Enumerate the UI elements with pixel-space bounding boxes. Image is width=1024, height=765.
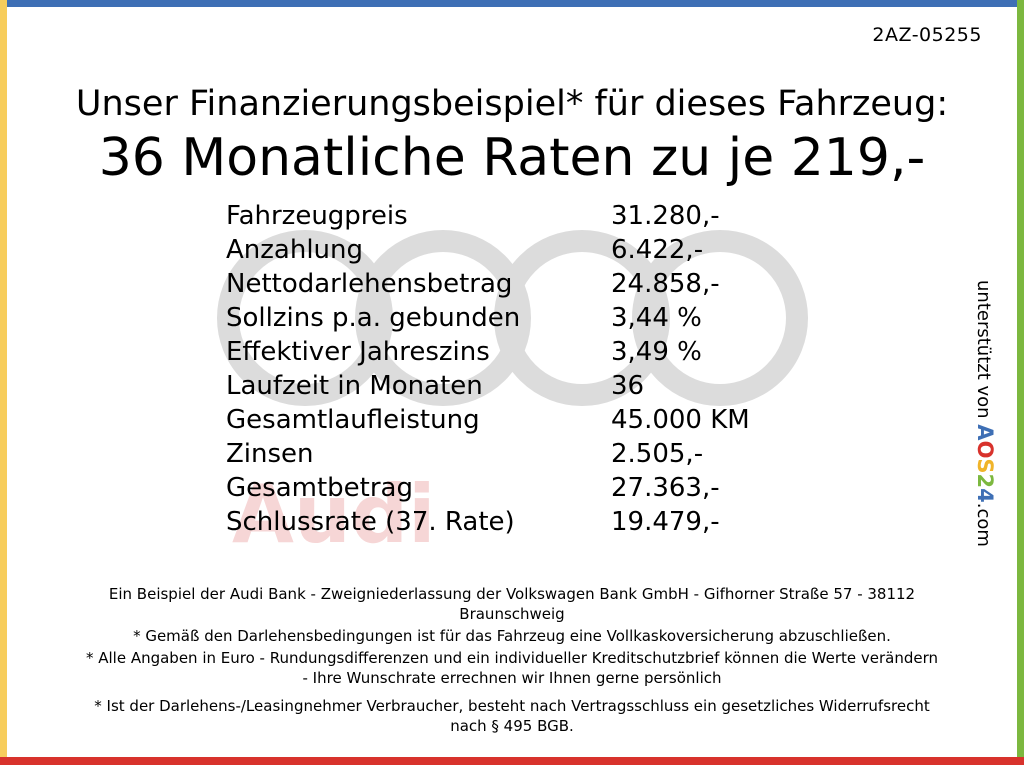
footer: Ein Beispiel der Audi Bank - Zweignieder… <box>82 584 942 738</box>
watermark-text: Audi <box>232 468 436 561</box>
sponsor: unterstützt von AOS24.com <box>973 280 997 547</box>
table-row: Effektiver Jahreszins 3,49 % <box>226 335 826 369</box>
table-row: Anzahlung 6.422,- <box>226 233 826 267</box>
row-label: Anzahlung <box>226 235 364 265</box>
sponsor-suffix: .com <box>973 502 994 547</box>
footer-note: * Ist der Darlehens-/Leasingnehmer Verbr… <box>94 697 930 735</box>
sponsor-logo: AOS24 <box>973 424 997 503</box>
row-label: Sollzins p.a. gebunden <box>226 303 521 333</box>
row-label: Schlussrate (37. Rate) <box>226 507 515 537</box>
row-value: 2.505,- <box>611 439 704 469</box>
vehicle-code: 2AZ-05255 <box>872 24 982 46</box>
table-row: Zinsen 2.505,- <box>226 437 826 471</box>
top-border <box>0 0 1024 7</box>
row-value: 36 <box>611 371 645 401</box>
row-value: 19.479,- <box>611 507 720 537</box>
footer-note: Ein Beispiel der Audi Bank - Zweignieder… <box>108 585 916 623</box>
row-label: Effektiver Jahreszins <box>226 337 490 367</box>
row-value: 3,44 % <box>611 303 702 333</box>
table-row: Laufzeit in Monaten 36 <box>226 369 826 403</box>
table-row: Nettodarlehensbetrag 24.858,- <box>226 267 826 301</box>
sponsor-prefix: unterstützt von <box>973 280 994 419</box>
row-value: 27.363,- <box>611 473 720 503</box>
row-value: 3,49 % <box>611 337 702 367</box>
table-row: Fahrzeugpreis 31.280,- <box>226 199 826 233</box>
finance-table: Fahrzeugpreis 31.280,- Anzahlung 6.422,- Net… <box>226 199 826 539</box>
table-row: Sollzins p.a. gebunden 3,44 % <box>226 301 826 335</box>
row-value: 24.858,- <box>611 269 720 299</box>
title: Unser Finanzierungsbeispiel* für dieses … <box>75 84 949 124</box>
footer-note: * Gemäß den Darlehensbedingungen ist für… <box>133 627 891 645</box>
row-value: 6.422,- <box>611 235 704 265</box>
table-row: Gesamtlaufleistung 45.000 KM <box>226 403 826 437</box>
subtitle: 36 Monatliche Raten zu je 219,- <box>98 128 926 188</box>
row-label: Nettodarlehensbetrag <box>226 269 513 299</box>
left-border <box>0 0 7 765</box>
table-row: Schlussrate (37. Rate) 19.479,- <box>226 505 826 539</box>
row-value: 31.280,- <box>611 201 720 231</box>
bottom-border <box>0 757 1024 765</box>
row-label: Gesamtbetrag <box>226 473 413 503</box>
row-label: Fahrzeugpreis <box>226 201 408 231</box>
right-border <box>1017 0 1024 765</box>
row-label: Zinsen <box>226 439 314 469</box>
row-value: 45.000 KM <box>611 405 750 435</box>
table-row: Gesamtbetrag 27.363,- <box>226 471 826 505</box>
footer-note: * Alle Angaben in Euro - Rundungsdiffere… <box>85 649 939 687</box>
row-label: Laufzeit in Monaten <box>226 371 483 401</box>
row-label: Gesamtlaufleistung <box>226 405 480 435</box>
